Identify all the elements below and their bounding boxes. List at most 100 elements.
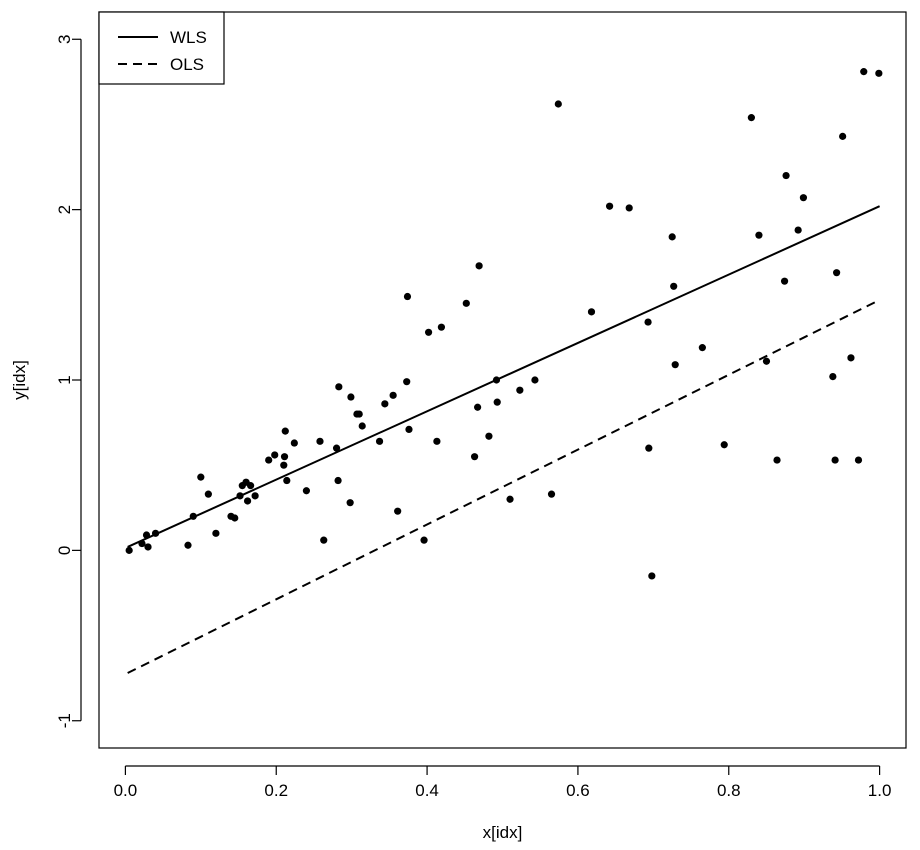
data-point [320, 536, 328, 544]
data-point [644, 318, 652, 326]
data-point [403, 378, 411, 386]
data-point [151, 529, 160, 537]
data-point [437, 323, 446, 331]
data-point [138, 539, 146, 548]
data-point [316, 437, 324, 445]
data-point [470, 453, 479, 461]
data-point [375, 437, 384, 445]
data-point [531, 376, 539, 384]
data-point [125, 546, 133, 554]
legend-ols-label: OLS [170, 55, 204, 74]
plot-frame [98, 11, 907, 749]
data-points [125, 68, 883, 580]
data-point [394, 507, 402, 515]
y-tick-label: 1 [55, 375, 74, 384]
data-point [587, 308, 596, 316]
data-point [474, 403, 482, 411]
y-tick-label: -1 [55, 713, 74, 728]
x-axis: 0.0 0.2 0.4 0.6 0.8 1.0 [114, 765, 892, 800]
data-point [197, 473, 205, 481]
data-point [860, 68, 868, 76]
data-point [605, 202, 614, 210]
y-axis: -1 0 1 2 3 [55, 35, 82, 728]
data-point [833, 269, 841, 277]
data-point [405, 425, 413, 434]
data-point [831, 456, 839, 464]
data-point [755, 231, 763, 239]
data-point [475, 262, 483, 270]
data-point [720, 441, 728, 449]
data-point [794, 226, 802, 234]
y-tick-label: 2 [55, 205, 74, 214]
data-point [648, 572, 656, 580]
data-point [875, 69, 883, 77]
data-point [265, 456, 273, 464]
data-point [516, 386, 524, 394]
data-point [184, 541, 192, 549]
data-point [144, 543, 152, 551]
data-point [839, 132, 847, 140]
data-point [671, 361, 679, 369]
x-tick-label: 0.4 [415, 781, 439, 800]
data-point [492, 376, 501, 384]
data-point [462, 299, 470, 307]
data-point [246, 482, 255, 490]
data-point [347, 393, 355, 401]
y-tick-label: 3 [55, 35, 74, 44]
data-point [782, 171, 790, 180]
data-point [493, 398, 501, 406]
data-point [251, 492, 259, 500]
data-point [698, 344, 706, 352]
data-point [358, 422, 366, 430]
data-point [780, 277, 789, 285]
data-point [189, 512, 197, 520]
data-point [212, 529, 220, 537]
data-point [625, 204, 633, 212]
data-point [799, 194, 808, 202]
data-point [854, 456, 863, 464]
data-point [332, 444, 341, 452]
x-tick-label: 0.6 [566, 781, 590, 800]
data-point [236, 492, 244, 500]
data-point [302, 487, 311, 495]
data-point [335, 383, 343, 391]
legend: WLS OLS [98, 11, 225, 85]
wls-line [127, 205, 881, 548]
legend-box [98, 11, 225, 85]
data-point [670, 282, 678, 290]
data-point [420, 536, 428, 544]
data-point [847, 354, 855, 362]
data-point [281, 427, 289, 435]
data-point [243, 497, 252, 505]
x-axis-title: x[idx] [483, 823, 523, 842]
data-point [346, 499, 354, 507]
x-tick-label: 1.0 [868, 781, 892, 800]
data-point [381, 400, 389, 408]
data-point [280, 453, 289, 461]
data-point [283, 476, 291, 485]
data-point [280, 461, 288, 469]
data-point [142, 531, 151, 539]
data-point [231, 514, 239, 522]
data-point [645, 444, 653, 452]
legend-wls-label: WLS [170, 28, 207, 47]
ols-line [127, 299, 881, 674]
x-tick-label: 0.8 [717, 781, 741, 800]
data-point [762, 357, 771, 365]
data-point [204, 490, 212, 498]
data-point [355, 410, 363, 418]
data-point [334, 476, 342, 485]
data-point [433, 437, 441, 445]
data-point [554, 100, 562, 108]
data-point [403, 292, 412, 301]
data-point [668, 233, 676, 241]
y-axis-title: y[idx] [10, 360, 29, 400]
data-point [424, 328, 433, 336]
data-point [389, 391, 397, 399]
x-tick-label: 0.0 [114, 781, 138, 800]
y-tick-label: 0 [55, 546, 74, 555]
data-point [747, 114, 755, 122]
data-point [773, 456, 781, 464]
x-tick-label: 0.2 [264, 781, 288, 800]
